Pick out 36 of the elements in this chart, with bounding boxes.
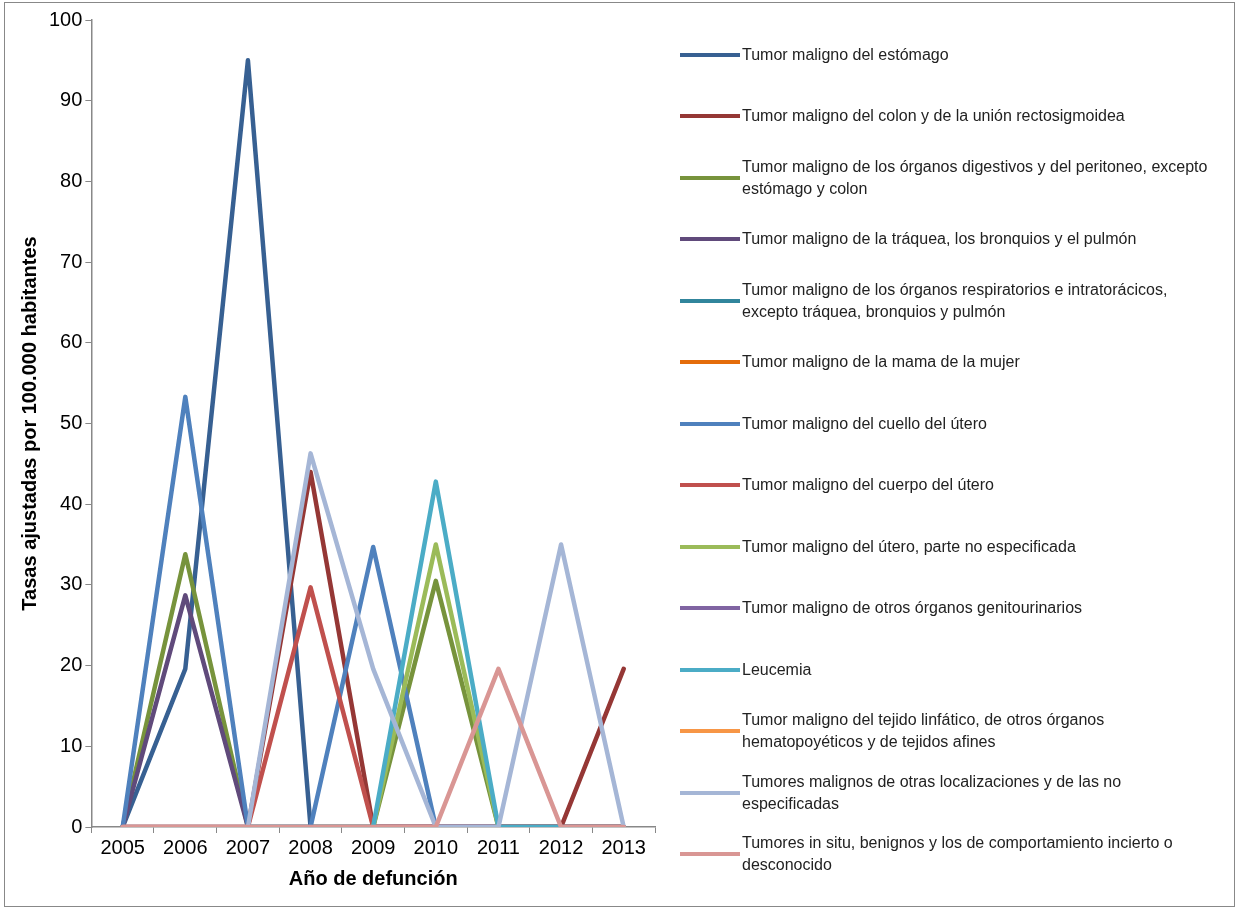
x-tick-label: 2009 <box>350 835 396 858</box>
x-tick-label: 2011 <box>476 835 520 858</box>
legend-label: Tumores malignos de otras localizaciones y de las no especificadas <box>742 771 1123 814</box>
x-tick-label: 2005 <box>100 835 145 858</box>
x-tick-label: 2010 <box>413 835 459 858</box>
x-tick-label: 2013 <box>601 835 646 858</box>
legend-label: Tumores in situ, benignos y los de comportamiento incierto o desconocido <box>742 833 1174 876</box>
legend-label: Leucemia <box>742 659 813 680</box>
y-tick-label: 20 <box>60 653 83 676</box>
y-tick-label: 10 <box>60 733 83 756</box>
legend-label: Tumor maligno de otros órganos genitourinarios <box>742 598 1084 619</box>
y-axis-title: Tasas ajustadas por 100.000 habitantes <box>17 236 40 611</box>
legend-label: Tumor maligno de los órganos respiratorios e intratorácicos, excepto tráquea, bronquios y pulmón <box>742 279 1169 322</box>
y-tick-label: 70 <box>60 249 83 272</box>
legend-label: Tumor maligno del útero, parte no especificada <box>742 536 1077 557</box>
legend-label: Tumor maligno del estómago <box>742 44 950 65</box>
legend-label: Tumor maligno de la mama de la mujer <box>742 352 1021 373</box>
y-tick-label: 30 <box>60 572 83 595</box>
legend-label: Tumor maligno del cuerpo del útero <box>742 475 995 496</box>
y-tick-label: 90 <box>60 88 83 111</box>
y-tick-label: 60 <box>60 330 83 353</box>
legend-label: Tumor maligno de los órganos digestivos y del peritoneo, excepto estómago y colon <box>742 156 1209 199</box>
x-tick-label: 2012 <box>538 835 584 858</box>
legend-label: Tumor maligno del cuello del útero <box>742 413 988 434</box>
y-tick-label: 50 <box>60 411 83 434</box>
y-tick-label: 0 <box>71 814 83 837</box>
x-tick-label: 2008 <box>288 835 333 858</box>
y-tick-label: 40 <box>60 491 83 514</box>
x-tick-label: 2006 <box>163 835 208 858</box>
x-axis-title: Año de defunción <box>288 866 458 889</box>
y-tick-label: 100 <box>48 7 83 30</box>
legend-label: Tumor maligno del tejido linfático, de otros órganos hematopoyéticos y de tejidos afines <box>742 710 1106 753</box>
legend-label: Tumor maligno de la tráquea, los bronquios y el pulmón <box>742 229 1138 250</box>
x-tick-label: 2007 <box>225 835 271 858</box>
y-tick-label: 80 <box>60 168 83 191</box>
legend-label: Tumor maligno del colon y de la unión rectosigmoidea <box>742 106 1126 127</box>
